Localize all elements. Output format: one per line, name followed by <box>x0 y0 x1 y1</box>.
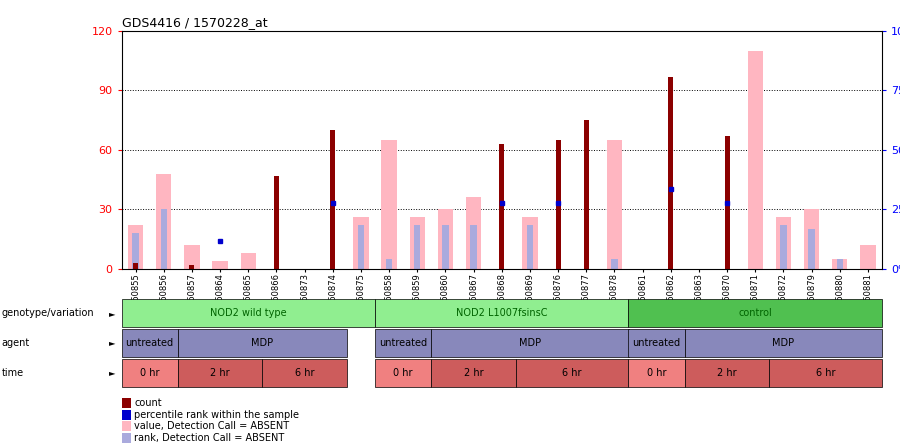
Text: NOD2 L1007fsinsC: NOD2 L1007fsinsC <box>456 308 547 318</box>
Bar <box>584 120 589 269</box>
Text: ►: ► <box>109 368 115 377</box>
Bar <box>668 77 673 269</box>
Text: 0 hr: 0 hr <box>393 368 413 378</box>
Text: 2 hr: 2 hr <box>211 368 230 378</box>
Text: untreated: untreated <box>633 338 680 348</box>
Bar <box>804 209 819 269</box>
Text: agent: agent <box>2 338 30 348</box>
Text: NOD2 wild type: NOD2 wild type <box>210 308 286 318</box>
Text: rank, Detection Call = ABSENT: rank, Detection Call = ABSENT <box>134 433 284 443</box>
Bar <box>128 225 143 269</box>
Bar <box>724 136 730 269</box>
Text: value, Detection Call = ABSENT: value, Detection Call = ABSENT <box>134 421 289 431</box>
Bar <box>414 225 420 269</box>
Bar <box>832 259 848 269</box>
Bar <box>274 175 279 269</box>
Bar <box>860 245 876 269</box>
Bar <box>358 225 364 269</box>
Text: 6 hr: 6 hr <box>816 368 835 378</box>
Bar <box>607 140 622 269</box>
Bar <box>748 51 763 269</box>
Text: 2 hr: 2 hr <box>464 368 483 378</box>
Bar <box>132 233 139 269</box>
Text: 6 hr: 6 hr <box>295 368 314 378</box>
Bar <box>526 225 533 269</box>
Bar <box>611 259 617 269</box>
Bar <box>382 140 397 269</box>
Text: genotype/variation: genotype/variation <box>2 308 94 318</box>
Text: untreated: untreated <box>126 338 174 348</box>
Text: untreated: untreated <box>379 338 428 348</box>
Bar <box>184 245 200 269</box>
Bar <box>837 259 842 269</box>
Bar <box>156 174 172 269</box>
Bar <box>522 217 537 269</box>
Bar <box>555 140 561 269</box>
Bar <box>386 259 392 269</box>
Bar <box>133 263 138 269</box>
Text: 0 hr: 0 hr <box>647 368 666 378</box>
Text: MDP: MDP <box>251 338 274 348</box>
Bar <box>442 225 448 269</box>
Bar <box>437 209 454 269</box>
Text: ►: ► <box>109 309 115 318</box>
Bar <box>776 217 791 269</box>
Bar <box>330 130 336 269</box>
Text: control: control <box>738 308 772 318</box>
Bar <box>189 265 194 269</box>
Text: GDS4416 / 1570228_at: GDS4416 / 1570228_at <box>122 16 267 29</box>
Text: MDP: MDP <box>519 338 541 348</box>
Bar <box>161 209 166 269</box>
Bar <box>780 225 787 269</box>
Text: MDP: MDP <box>772 338 795 348</box>
Bar <box>212 261 228 269</box>
Text: ►: ► <box>109 338 115 348</box>
Text: time: time <box>2 368 24 378</box>
Bar <box>410 217 425 269</box>
Bar <box>353 217 369 269</box>
Text: percentile rank within the sample: percentile rank within the sample <box>134 410 299 420</box>
Bar <box>500 144 504 269</box>
Bar <box>240 253 256 269</box>
Text: 2 hr: 2 hr <box>717 368 737 378</box>
Text: 0 hr: 0 hr <box>140 368 159 378</box>
Bar <box>471 225 477 269</box>
Bar <box>808 229 814 269</box>
Text: count: count <box>134 398 162 408</box>
Text: 6 hr: 6 hr <box>562 368 582 378</box>
Bar <box>466 198 482 269</box>
